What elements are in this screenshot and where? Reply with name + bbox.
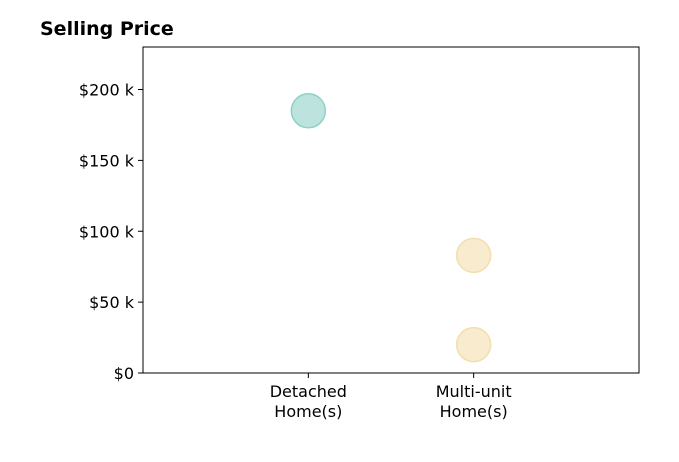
y-tick-label: $0 (114, 364, 134, 383)
plot-area (142, 46, 640, 374)
data-point (290, 93, 327, 129)
data-points (290, 93, 492, 363)
y-tick-label: $100 k (79, 222, 135, 241)
y-tick-label: $150 k (79, 151, 135, 170)
x-axis: Detached Home(s) Multi-unit Home(s) (270, 373, 512, 421)
x-tick-label: Detached Home(s) (270, 382, 347, 421)
y-tick-label: $200 k (79, 81, 135, 100)
data-point (455, 326, 492, 363)
x-tick-label: Multi-unit Home(s) (436, 382, 512, 421)
y-tick-label: $50 k (89, 293, 135, 312)
data-point (455, 237, 492, 274)
chart-title: Selling Price (40, 18, 174, 40)
y-axis: $0 $50 k $100 k $150 k $200 k (79, 81, 143, 383)
